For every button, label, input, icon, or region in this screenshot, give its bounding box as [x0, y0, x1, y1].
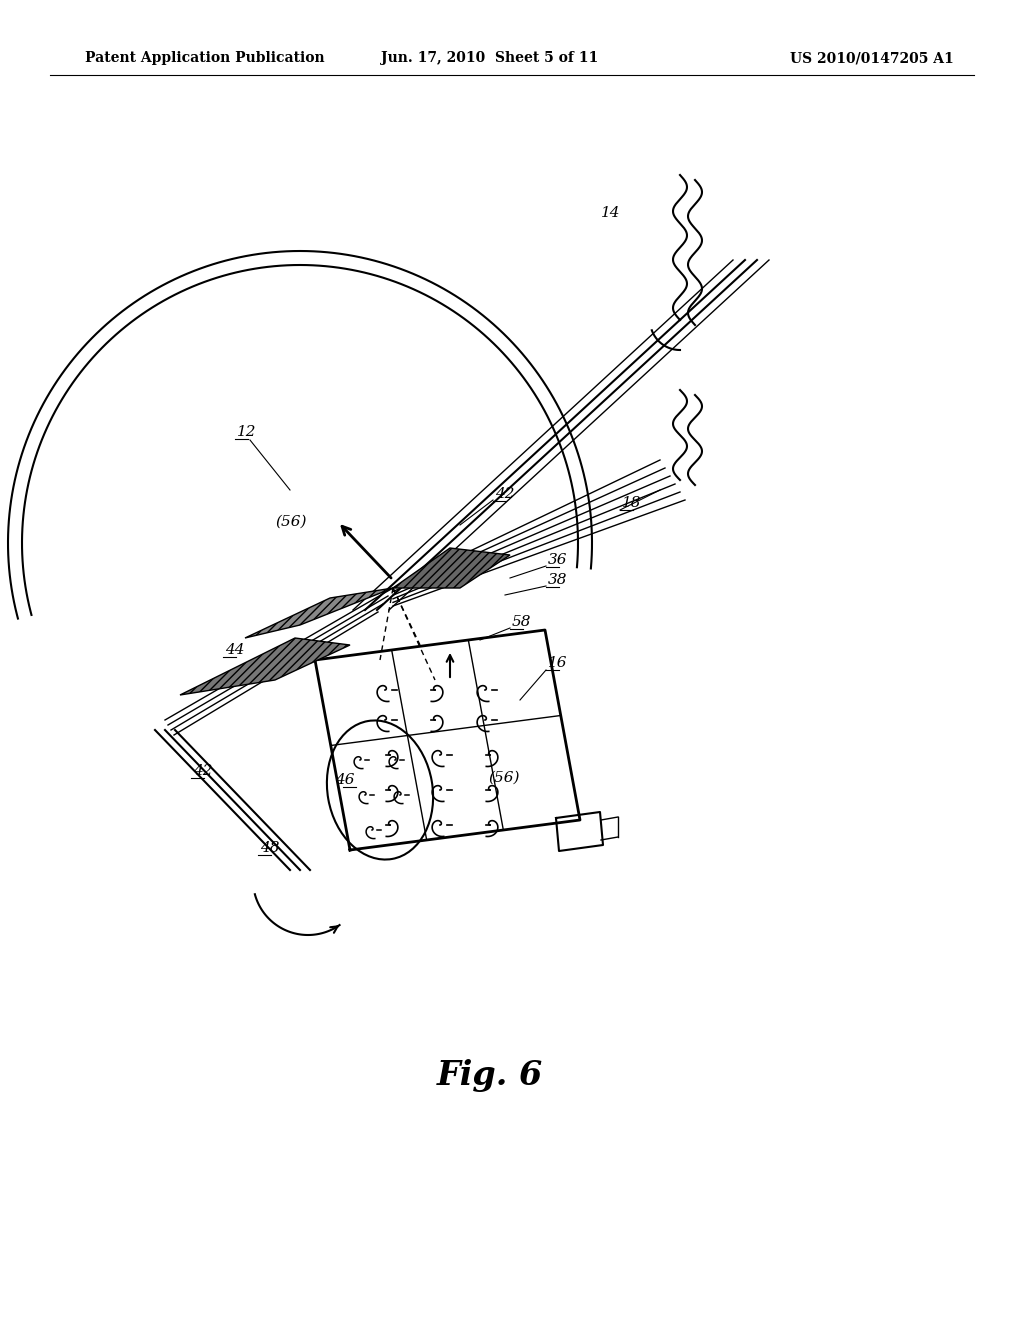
Text: Patent Application Publication: Patent Application Publication — [85, 51, 325, 65]
Text: 36: 36 — [548, 553, 567, 568]
Text: 44: 44 — [225, 643, 245, 657]
Text: 42: 42 — [193, 764, 213, 777]
Text: 18: 18 — [622, 496, 641, 510]
Text: (56): (56) — [488, 771, 519, 785]
Text: 16: 16 — [548, 656, 567, 671]
Text: Fig. 6: Fig. 6 — [437, 1059, 543, 1092]
Text: (56): (56) — [275, 515, 306, 529]
Text: 58: 58 — [512, 615, 531, 630]
Text: 42: 42 — [495, 487, 514, 502]
Text: US 2010/0147205 A1: US 2010/0147205 A1 — [790, 51, 953, 65]
Text: 48: 48 — [260, 841, 280, 855]
Text: 12: 12 — [237, 425, 256, 440]
Text: Jun. 17, 2010  Sheet 5 of 11: Jun. 17, 2010 Sheet 5 of 11 — [381, 51, 599, 65]
Polygon shape — [393, 548, 510, 587]
Polygon shape — [180, 638, 350, 696]
Text: 38: 38 — [548, 573, 567, 587]
Text: 14: 14 — [601, 206, 621, 220]
Text: 46: 46 — [335, 774, 354, 787]
Polygon shape — [245, 587, 393, 638]
